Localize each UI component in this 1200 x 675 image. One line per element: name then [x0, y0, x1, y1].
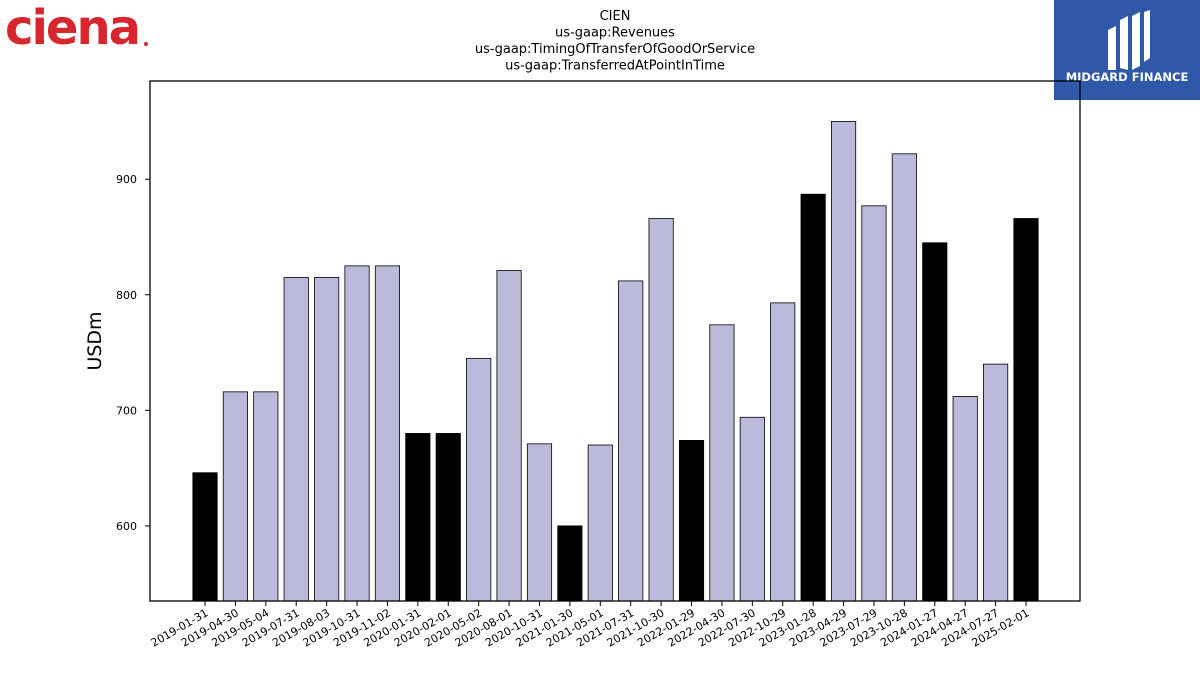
bar-2023-01-28 — [800, 193, 826, 602]
bar-2020-10-31 — [526, 443, 553, 602]
svg-text:ciena: ciena — [5, 2, 139, 52]
bar-2021-07-31 — [618, 280, 644, 602]
y-axis: 600 700 800 900 — [116, 173, 150, 533]
bar-2023-10-28 — [891, 153, 917, 602]
bar-2022-01-29 — [678, 439, 705, 602]
chart-title-line: CIEN — [600, 9, 631, 24]
bar-2020-05-02 — [466, 357, 492, 602]
bar-2021-05-01 — [587, 444, 613, 602]
y-tick-label: 700 — [116, 404, 137, 417]
chart-title-line: us-gaap:TransferredAtPointInTime — [505, 59, 725, 74]
y-tick-label: 900 — [116, 173, 137, 186]
plot-area-frame — [149, 80, 1081, 602]
x-axis: 2019-01-312019-04-302019-05-042019-07-31… — [149, 601, 1032, 650]
bar-2019-01-31 — [192, 472, 218, 602]
bar-2024-04-27 — [952, 396, 978, 602]
y-tick-label: 800 — [116, 289, 137, 302]
bar-2022-04-30 — [709, 324, 735, 602]
bar-2019-04-30 — [222, 391, 248, 602]
bar-2021-10-30 — [648, 218, 674, 602]
bar-2021-01-30 — [557, 525, 583, 602]
bar-2022-10-29 — [770, 302, 796, 602]
bar-2019-11-02 — [374, 265, 401, 602]
bar-2019-05-04 — [253, 391, 279, 602]
bar-2023-07-29 — [861, 205, 887, 602]
bar-2019-07-31 — [283, 277, 309, 602]
midgard-finance-logo-text: MIDGARD FINANCE — [1066, 70, 1189, 84]
ciena-logo: ciena — [5, 2, 148, 52]
bar-2019-10-31 — [344, 265, 370, 602]
bar-2025-02-01 — [1013, 218, 1039, 602]
bar-2020-01-31 — [405, 433, 431, 602]
chart-title: CIEN us-gaap:Revenuesus-gaap:TimingOfTran… — [475, 9, 755, 74]
bar-2023-04-29 — [830, 121, 857, 602]
bar-2024-01-27 — [922, 242, 948, 602]
bar-2022-07-30 — [739, 416, 765, 602]
chart-title-line: us-gaap:Revenues — [555, 26, 675, 41]
midgard-finance-logo: MIDGARD FINANCE — [1054, 0, 1200, 100]
y-tick-label: 600 — [116, 520, 137, 533]
bar-2020-02-01 — [435, 433, 461, 602]
bar-2024-07-27 — [983, 363, 1009, 602]
y-axis-label: USDm — [84, 311, 106, 370]
bar-series — [192, 121, 1039, 602]
bar-2019-08-03 — [314, 277, 340, 602]
chart-title-line: us-gaap:TimingOfTransferOfGoodOrService — [475, 42, 755, 57]
bar-2020-08-01 — [496, 270, 522, 602]
